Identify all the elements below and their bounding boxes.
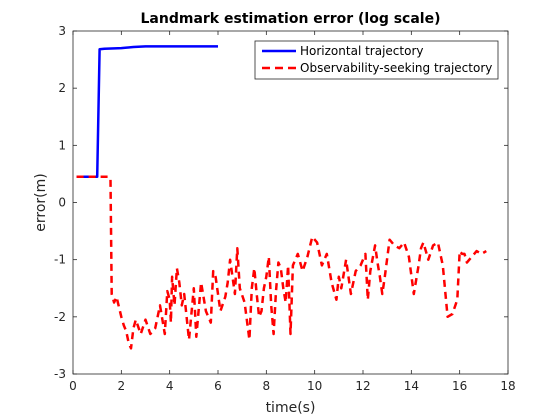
x-axis-label: time(s) (266, 400, 316, 416)
x-tick-label: 10 (307, 379, 322, 393)
legend-label-horizontal: Horizontal trajectory (300, 44, 423, 58)
legend-box (254, 40, 499, 80)
x-tick-label: 14 (404, 379, 419, 393)
y-tick-label: 0 (58, 196, 66, 210)
series-line-horizontal (76, 45, 218, 179)
chart-title: Landmark estimation error (log scale) (141, 11, 441, 27)
x-tick-label: 8 (263, 379, 271, 393)
y-tick-label: 2 (58, 81, 66, 95)
x-tick-label: 2 (118, 379, 126, 393)
y-tick-label: 3 (58, 24, 66, 38)
y-tick-label: -1 (54, 253, 66, 267)
series-layer (76, 45, 487, 350)
y-tick-label: -2 (54, 310, 66, 324)
y-tick-label: -3 (54, 367, 66, 381)
x-tick-label: 6 (214, 379, 222, 393)
legend: Horizontal trajectory Observability-seek… (254, 40, 499, 80)
y-axis-label: error(m) (33, 173, 49, 231)
x-tick-label: 18 (500, 379, 515, 393)
x-tick-label: 16 (452, 379, 467, 393)
y-tick-label: 1 (58, 138, 66, 152)
x-tick-label: 0 (69, 379, 77, 393)
x-tick-label: 4 (166, 379, 174, 393)
x-tick-label: 12 (355, 379, 370, 393)
legend-label-observability: Observability-seeking trajectory (300, 61, 492, 75)
